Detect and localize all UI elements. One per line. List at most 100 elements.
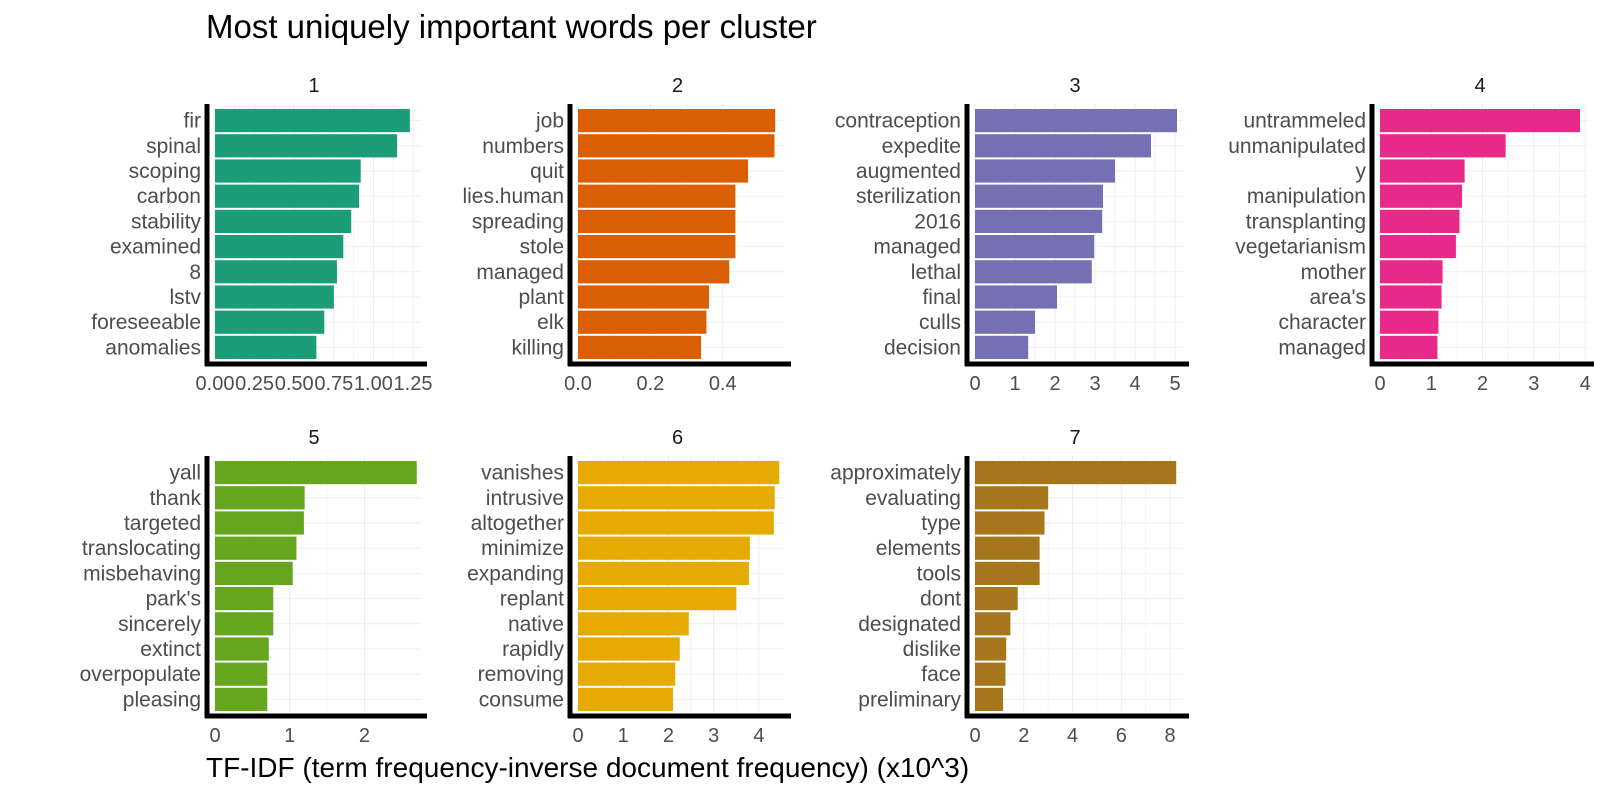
x-tick-label: 0 — [1374, 373, 1385, 395]
bar-altogether — [578, 511, 774, 535]
category-label: mother — [1301, 261, 1366, 284]
category-label: sterilization — [856, 185, 961, 208]
x-tick-label: 3 — [1528, 373, 1539, 395]
bar-replant — [578, 587, 737, 611]
bar-rapidly — [578, 637, 680, 661]
category-label: dont — [920, 588, 961, 611]
bar-augmented — [975, 159, 1115, 183]
x-tick-label: 0.2 — [636, 373, 664, 395]
category-label: 8 — [189, 261, 201, 284]
bar-lstv — [215, 285, 334, 309]
category-label: quit — [530, 160, 564, 183]
facet-label: 1 — [308, 75, 319, 97]
category-label: native — [508, 613, 564, 636]
category-label: intrusive — [486, 487, 564, 510]
category-label: culls — [919, 311, 961, 334]
bar-stole — [578, 235, 736, 259]
category-label: plant — [518, 286, 564, 309]
category-label: park's — [146, 588, 201, 611]
bar-manipulation — [1380, 184, 1463, 208]
category-label: approximately — [830, 462, 961, 485]
category-label: manipulation — [1247, 185, 1366, 208]
x-tick-label: 2 — [1049, 373, 1060, 395]
category-label: character — [1278, 311, 1366, 334]
category-label: managed — [1278, 336, 1366, 359]
bar-vanishes — [578, 461, 780, 485]
bar-2016 — [975, 209, 1103, 233]
bar-lethal — [975, 260, 1092, 284]
category-label: numbers — [482, 135, 564, 158]
x-tick-label: 3 — [708, 725, 719, 747]
category-label: 2016 — [914, 210, 961, 233]
bar-evaluating — [975, 486, 1049, 510]
bar-expanding — [578, 561, 749, 585]
bar-sincerely — [215, 612, 274, 636]
x-tick-label: 0.75 — [314, 373, 353, 395]
category-label: foreseeable — [91, 311, 201, 334]
category-label: final — [922, 286, 961, 309]
category-label: job — [535, 110, 564, 133]
bar-elements — [975, 536, 1040, 560]
bar-spinal — [215, 134, 398, 158]
bar-dislike — [975, 637, 1007, 661]
category-label: expanding — [467, 562, 564, 585]
category-label: untrammeled — [1243, 110, 1366, 133]
x-tick-label: 2 — [1477, 373, 1488, 395]
category-label: augmented — [856, 160, 961, 183]
bar-foreseeable — [215, 310, 325, 334]
bar-approximately — [975, 461, 1177, 485]
facet-panel-4: 4 untrammeledunmanipulatedymanipulationtr… — [1228, 75, 1594, 395]
x-tick-label: 3 — [1089, 373, 1100, 395]
bar-minimize — [578, 536, 750, 560]
bar-tools — [975, 561, 1040, 585]
bar-examined — [215, 235, 344, 259]
x-tick-label: 1 — [1426, 373, 1437, 395]
category-label: spinal — [146, 135, 201, 158]
x-tick-label: 4 — [1580, 373, 1591, 395]
x-tick-label: 0 — [572, 725, 583, 747]
bar-final — [975, 285, 1057, 309]
bar-removing — [578, 662, 676, 686]
category-label: area's — [1309, 286, 1366, 309]
category-label: minimize — [481, 537, 564, 560]
bar-stability — [215, 209, 352, 233]
bar-anomalies — [215, 335, 317, 359]
category-label: lies.human — [462, 185, 564, 208]
category-label: sincerely — [118, 613, 201, 636]
bar-vegetarianism — [1380, 235, 1456, 259]
bar-character — [1380, 310, 1439, 334]
category-label: killing — [511, 336, 564, 359]
bar-pleasing — [215, 687, 268, 711]
bar-expedite — [975, 134, 1151, 158]
bar-managed — [578, 260, 730, 284]
chart-title: Most uniquely important words per cluste… — [206, 8, 817, 45]
category-label: elements — [876, 537, 961, 560]
category-label: vanishes — [481, 462, 564, 485]
bar-job — [578, 109, 776, 133]
facet-panel-5: 5 yallthanktargetedtranslocatingmisbehavi… — [80, 427, 427, 747]
facet-panel-3: 3 contraceptionexpediteaugmentedsteriliza… — [835, 75, 1189, 395]
x-tick-label: 0.0 — [564, 373, 592, 395]
category-label: extinct — [140, 638, 201, 661]
x-tick-label: 1.00 — [354, 373, 393, 395]
bar-extinct — [215, 637, 269, 661]
category-label: dislike — [903, 638, 961, 661]
facet-panel-7: 7 approximatelyevaluatingtypeelementstool… — [830, 427, 1189, 747]
category-label: evaluating — [865, 487, 961, 510]
facet-label: 4 — [1474, 75, 1485, 97]
category-label: anomalies — [105, 336, 201, 359]
bar-native — [578, 612, 689, 636]
bar-face — [975, 662, 1006, 686]
category-label: overpopulate — [80, 663, 201, 686]
category-label: replant — [500, 588, 564, 611]
bar-consume — [578, 687, 673, 711]
bar-preliminary — [975, 687, 1004, 711]
bar-carbon — [215, 184, 360, 208]
category-label: removing — [478, 663, 564, 686]
x-tick-label: 4 — [1129, 373, 1140, 395]
category-label: decision — [884, 336, 961, 359]
category-label: examined — [110, 236, 201, 259]
bar-designated — [975, 612, 1011, 636]
bar-thank — [215, 486, 305, 510]
